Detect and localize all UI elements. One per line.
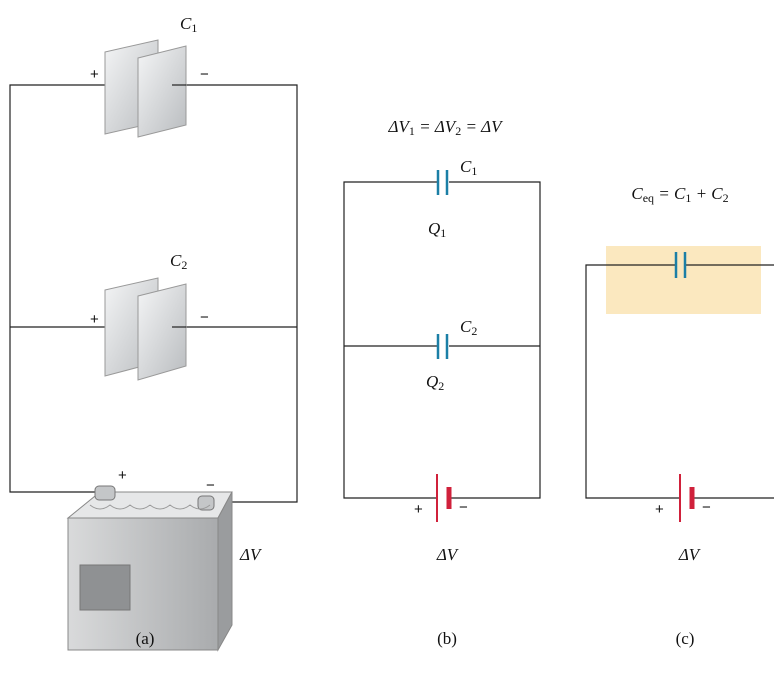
equation: Ceq = C1 + C2 <box>631 184 728 205</box>
caption: (a) <box>136 629 155 648</box>
voltage: ΔV <box>678 545 702 564</box>
highlight <box>606 246 761 314</box>
text-part: eq <box>643 191 654 205</box>
voltage: ΔV <box>436 545 460 564</box>
text-part: 1 <box>409 124 415 138</box>
text-part: Q <box>426 372 438 391</box>
panel-a: C1 + − C2 + − + − ΔV (a) <box>9 14 298 652</box>
wire <box>9 84 298 503</box>
panel-c: Ceq = C1 + C2 + − ΔV (c) <box>585 184 774 648</box>
battery-label <box>79 564 131 611</box>
wire <box>343 181 541 499</box>
sign: + <box>414 501 423 518</box>
terminal <box>94 485 116 501</box>
text-part: Q <box>428 219 440 238</box>
text-part: 2 <box>438 379 444 393</box>
text-part: = ΔV <box>415 117 458 136</box>
sign: − <box>200 66 209 83</box>
text-part: 2 <box>455 124 461 138</box>
text-part: C <box>180 14 192 33</box>
text-part: 2 <box>723 191 729 205</box>
sign: − <box>459 499 468 516</box>
terminal <box>197 495 215 511</box>
text-part: 2 <box>181 258 187 272</box>
text-part: 1 <box>440 226 446 240</box>
sign: + <box>655 501 664 518</box>
text-part: 1 <box>471 164 477 178</box>
text-part: = C <box>654 184 686 203</box>
panel-b: ΔV1 = ΔV2 = ΔV C1 Q1 C2 Q2 + − ΔV (b) <box>343 117 541 648</box>
sign: + <box>90 66 99 83</box>
text-part: 1 <box>191 21 197 35</box>
text-part: C <box>460 317 472 336</box>
text-part: 1 <box>685 191 691 205</box>
plate <box>137 45 187 138</box>
text-part: + C <box>691 184 723 203</box>
text-part: C <box>170 251 182 270</box>
text-part: = ΔV <box>461 117 504 136</box>
label: Q2 <box>426 372 444 393</box>
plate <box>137 283 187 381</box>
caption: (b) <box>437 629 457 648</box>
text-part: 2 <box>471 324 477 338</box>
label: C1 <box>460 157 477 178</box>
sign: + <box>90 311 99 328</box>
battery-caps <box>89 504 211 510</box>
label: C2 <box>170 251 187 272</box>
text-part: C <box>631 184 643 203</box>
caption: (c) <box>676 629 695 648</box>
sign: + <box>118 467 127 484</box>
label: Q1 <box>428 219 446 240</box>
sign: − <box>702 499 711 516</box>
text-part: C <box>460 157 472 176</box>
text-part: ΔV <box>387 117 411 136</box>
wire <box>585 264 774 499</box>
label: C2 <box>460 317 477 338</box>
voltage: ΔV <box>239 545 263 564</box>
equation: ΔV1 = ΔV2 = ΔV <box>387 117 504 138</box>
battery-side <box>217 491 233 652</box>
label: C1 <box>180 14 197 35</box>
sign: − <box>200 309 209 326</box>
sign: − <box>206 477 215 494</box>
